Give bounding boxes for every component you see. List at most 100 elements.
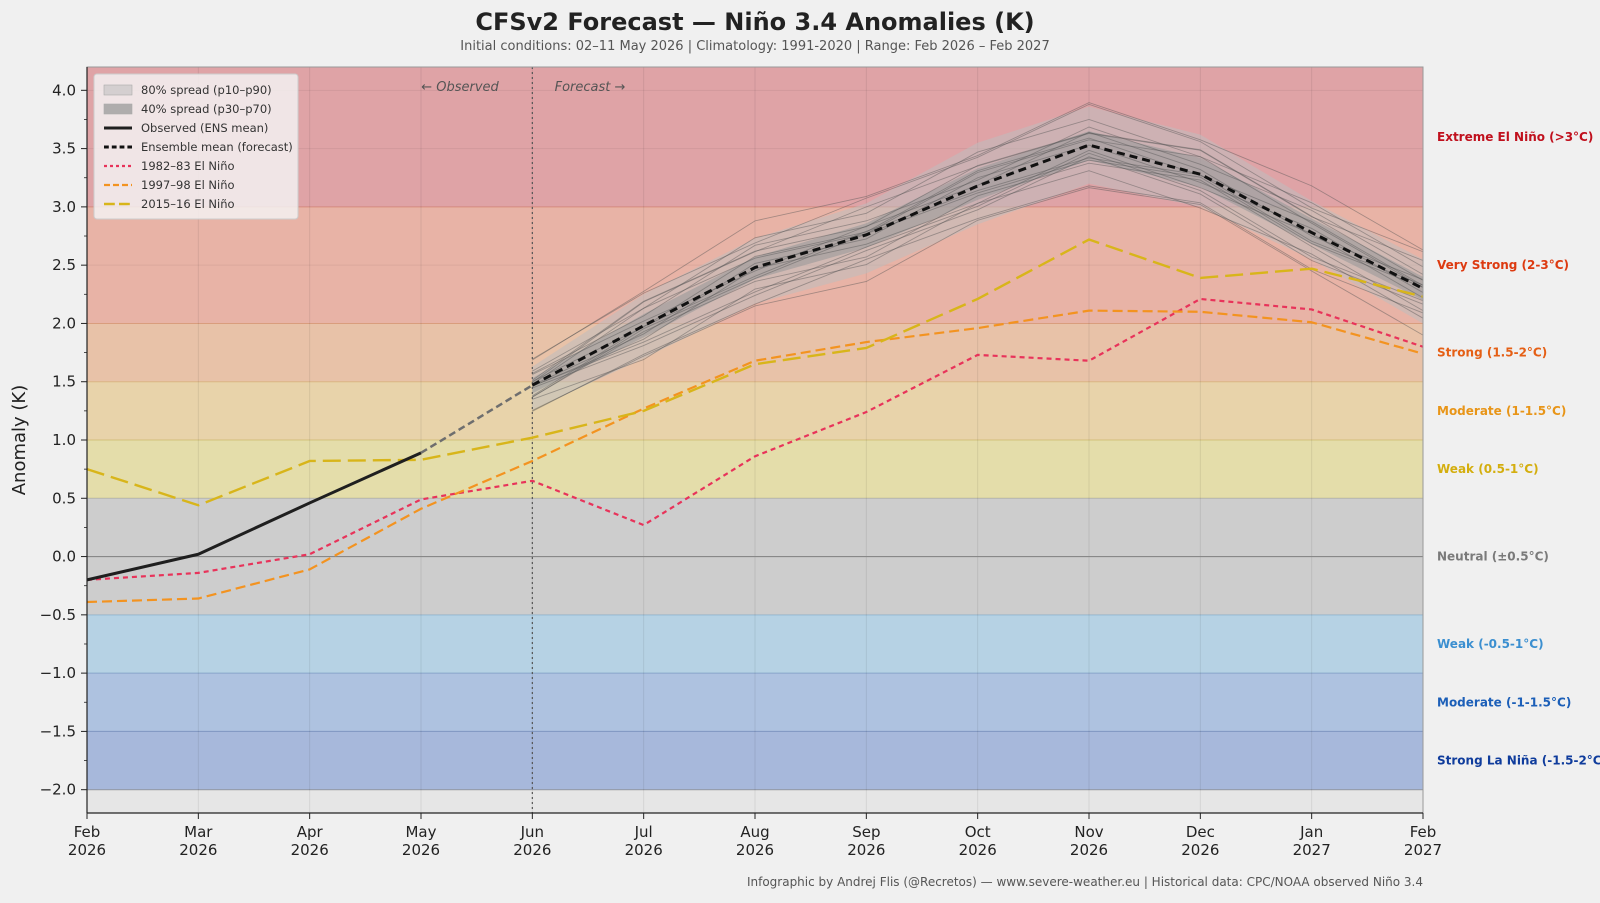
band-label-1: Very Strong (2-3°C) <box>1437 258 1569 272</box>
series-line-2 <box>86 297 1424 581</box>
series-line-3 <box>86 309 1424 604</box>
legend-label-1: 40% spread (p30–p70) <box>141 102 272 116</box>
x-tick-year-8: 2026 <box>959 841 997 859</box>
ensemble-member-12 <box>532 103 1424 360</box>
legend-swatch-1 <box>103 103 133 115</box>
y-tick-label-2: −1.0 <box>40 664 76 682</box>
x-tick-year-6: 2026 <box>736 841 774 859</box>
series-lines <box>86 67 1424 813</box>
ensemble-member-9 <box>532 126 1424 374</box>
x-tick-year-11: 2027 <box>1293 841 1331 859</box>
band-3 <box>87 381 1423 440</box>
ensemble-member-5 <box>532 157 1424 397</box>
observed-label: ← Observed <box>421 80 499 95</box>
band-label-7: Moderate (-1-1.5°C) <box>1437 695 1571 709</box>
legend-label-6: 2015–16 El Niño <box>141 197 235 211</box>
band-label-3: Moderate (1-1.5°C) <box>1437 404 1566 418</box>
x-tick-year-5: 2026 <box>625 841 663 859</box>
legend-box <box>93 73 299 220</box>
y-tick-label-11: 3.5 <box>52 140 76 158</box>
y-tick-label-6: 1.0 <box>52 431 76 449</box>
chart-subtitle: Initial conditions: 02–11 May 2026 | Cli… <box>460 39 1049 54</box>
y-tick-label-4: 0.0 <box>52 548 76 566</box>
y-tick-label-3: −0.5 <box>40 606 76 624</box>
band-label-8: Strong La Niña (-1.5-2°C) <box>1437 754 1600 768</box>
x-tick-year-10: 2026 <box>1181 841 1219 859</box>
x-tick-month-0: Feb <box>74 823 101 841</box>
x-tick-year-3: 2026 <box>402 841 440 859</box>
x-tick-month-4: Jun <box>520 823 544 841</box>
x-tick-year-7: 2026 <box>847 841 885 859</box>
y-tick-label-0: −2.0 <box>40 781 76 799</box>
ensemble-member-14 <box>532 102 1424 361</box>
intensity-bands <box>87 67 1423 813</box>
y-tick-label-8: 2.0 <box>52 314 76 332</box>
x-tick-year-1: 2026 <box>179 841 217 859</box>
footer-credit: Infographic by Andrej Flis (@Recretos) —… <box>747 875 1423 889</box>
x-tick-month-12: Feb <box>1410 823 1437 841</box>
legend-label-4: 1982–83 El Niño <box>141 159 235 173</box>
series-line-1 <box>531 143 1424 387</box>
ensemble-member-1 <box>532 170 1424 400</box>
x-tick-month-5: Jul <box>634 823 653 841</box>
band-8 <box>87 731 1423 790</box>
axes: −2.0 −1.5 −1.0 −0.5 0.0 0.5 1.0 1.5 2.0 2.5 3.0 3.5… <box>40 66 1442 859</box>
legend-swatch-0 <box>103 84 133 96</box>
x-tick-year-2: 2026 <box>291 841 329 859</box>
ensemble-member-17 <box>532 152 1424 387</box>
chart-title: CFSv2 Forecast — Niño 3.4 Anomalies (K) <box>475 8 1034 36</box>
ensemble-member-10 <box>532 132 1424 383</box>
band-label-4: Weak (0.5-1°C) <box>1437 462 1539 476</box>
ensemble-member-3 <box>532 162 1424 398</box>
x-tick-year-0: 2026 <box>68 841 106 859</box>
ensemble-member-16 <box>532 137 1424 382</box>
x-tick-month-7: Sep <box>852 823 880 841</box>
band-label-6: Weak (-0.5-1°C) <box>1437 637 1544 651</box>
ensemble-member-11 <box>532 118 1424 372</box>
legend: 80% spread (p10–p90) 40% spread (p30–p70)… <box>93 73 299 220</box>
x-tick-year-4: 2026 <box>513 841 551 859</box>
ensemble-member-4 <box>532 149 1424 387</box>
legend-label-3: Ensemble mean (forecast) <box>141 140 293 154</box>
band-labels: Extreme El Niño (>3°C) Very Strong (2-3°C… <box>1437 130 1600 768</box>
y-tick-label-1: −1.5 <box>40 722 76 740</box>
series-line-4 <box>86 238 1424 507</box>
forecast-label: Forecast → <box>555 80 626 95</box>
y-tick-label-5: 0.5 <box>52 489 76 507</box>
x-tick-month-3: May <box>405 823 436 841</box>
x-tick-month-10: Dec <box>1186 823 1215 841</box>
y-tick-label-12: 4.0 <box>52 81 76 99</box>
y-tick-label-7: 1.5 <box>52 373 76 391</box>
band-2 <box>87 323 1423 382</box>
x-tick-year-9: 2026 <box>1070 841 1108 859</box>
ensemble-member-15 <box>532 159 1424 398</box>
x-tick-month-11: Jan <box>1299 823 1323 841</box>
ensemble-member-13 <box>532 187 1424 411</box>
band-7 <box>87 673 1423 732</box>
x-tick-month-9: Nov <box>1074 823 1103 841</box>
x-tick-year-12: 2027 <box>1404 841 1442 859</box>
legend-label-0: 80% spread (p10–p90) <box>141 83 272 97</box>
legend-label-2: Observed (ENS mean) <box>141 121 268 135</box>
x-tick-month-6: Aug <box>740 823 769 841</box>
band-label-0: Extreme El Niño (>3°C) <box>1437 130 1593 144</box>
ensemble-member-2 <box>532 156 1424 389</box>
ensemble-members <box>532 102 1424 412</box>
ensemble-member-18 <box>532 132 1424 381</box>
y-tick-label-10: 3.0 <box>52 198 76 216</box>
legend-label-5: 1997–98 El Niño <box>141 178 235 192</box>
y-axis-label: Anomaly (K) <box>9 385 30 496</box>
x-tick-month-2: Apr <box>297 823 324 841</box>
ensemble-member-8 <box>532 139 1424 385</box>
ensemble-member-0 <box>532 185 1424 412</box>
series-line-0 <box>86 451 422 582</box>
band-label-5: Neutral (±0.5°C) <box>1437 550 1549 564</box>
spread-40-area <box>532 131 1423 394</box>
x-tick-month-8: Oct <box>965 823 991 841</box>
y-tick-label-9: 2.5 <box>52 256 76 274</box>
ensemble-spread <box>532 106 1423 410</box>
band-9 <box>87 789 1423 813</box>
band-4 <box>87 440 1423 499</box>
